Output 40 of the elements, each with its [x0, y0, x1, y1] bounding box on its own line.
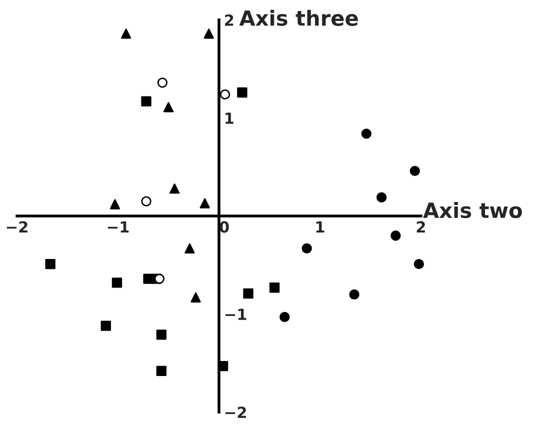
point: [184, 243, 195, 254]
point: [141, 196, 152, 206]
point: [120, 28, 132, 39]
point: [410, 166, 420, 176]
point: [204, 28, 214, 39]
point: [157, 78, 168, 88]
point: [112, 278, 122, 288]
y-tick-label: −1: [225, 308, 246, 320]
point: [280, 312, 290, 322]
y-tick-label: 1: [226, 112, 234, 124]
point: [100, 320, 111, 331]
point: [269, 282, 280, 293]
point: [200, 198, 210, 208]
point: [220, 89, 230, 100]
point: [169, 183, 180, 194]
point: [302, 243, 312, 254]
point: [156, 366, 166, 376]
point: [163, 102, 174, 112]
x-tick-label: −2: [6, 221, 28, 232]
x-tick-label: −1: [108, 221, 129, 232]
point: [376, 192, 387, 202]
x-axis-title: Axis two: [423, 202, 522, 218]
point: [390, 230, 401, 241]
point: [45, 258, 56, 270]
y-tick-label: 2: [225, 14, 234, 26]
point: [154, 274, 164, 284]
point: [243, 288, 254, 299]
x-tick-label: 2: [416, 221, 425, 232]
point: [361, 128, 372, 139]
point: [218, 360, 228, 372]
point: [156, 330, 166, 340]
point: [190, 292, 201, 302]
point: [141, 96, 152, 106]
point: [110, 199, 120, 210]
y-axis-title: Axis three: [239, 10, 358, 26]
point: [349, 289, 360, 300]
y-tick-label: −2: [225, 406, 246, 418]
x-tick-label: 1: [316, 221, 324, 232]
point: [414, 258, 424, 270]
point: [237, 87, 248, 98]
